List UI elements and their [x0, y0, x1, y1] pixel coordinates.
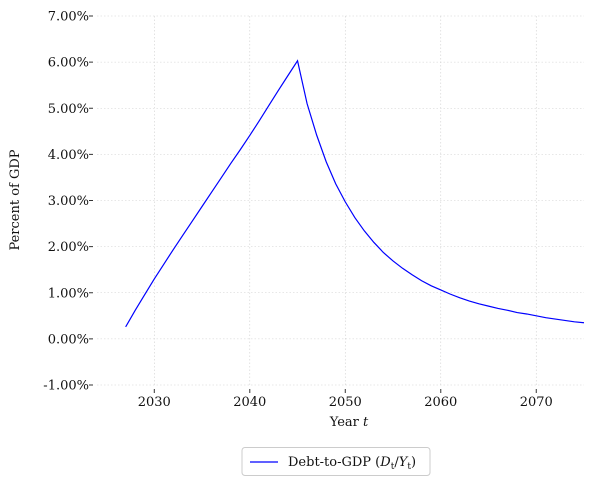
y-tick-label: 2.00% [48, 240, 89, 255]
legend: Debt-to-GDP (Dt/Yt) [241, 447, 431, 476]
y-axis: -1.00% 0.00% 1.00% 2.00% 3.00% 4.00% 5.00% 6.00… [43, 10, 93, 394]
x-tick-label: 2070 [520, 395, 553, 410]
y-tick-label: -1.00% [43, 379, 89, 394]
x-tick-label: 2030 [138, 395, 171, 410]
y-tick-label: 7.00% [48, 10, 89, 25]
y-tick-label: 4.00% [48, 148, 89, 163]
legend-box [241, 447, 431, 476]
x-tick-label: 2050 [329, 395, 362, 410]
y-tick-label: 6.00% [48, 56, 89, 71]
series-line-debt-to-gdp [125, 59, 585, 328]
x-axis: 2030 2040 2050 2060 2070 [138, 389, 553, 410]
x-axis-title: Year t [329, 415, 369, 430]
y-tick-label: 3.00% [48, 194, 89, 209]
legend-entry-debt-to-gdp: Debt-to-GDP (Dt/Yt) [288, 455, 416, 472]
y-axis-title: Percent of GDP [8, 149, 23, 250]
grid-lines [97, 15, 584, 386]
x-tick-label: 2040 [233, 395, 266, 410]
x-tick-label: 2060 [424, 395, 457, 410]
y-tick-label: 1.00% [48, 286, 89, 301]
y-tick-label: 0.00% [48, 332, 89, 347]
y-tick-label: 5.00% [48, 102, 89, 117]
